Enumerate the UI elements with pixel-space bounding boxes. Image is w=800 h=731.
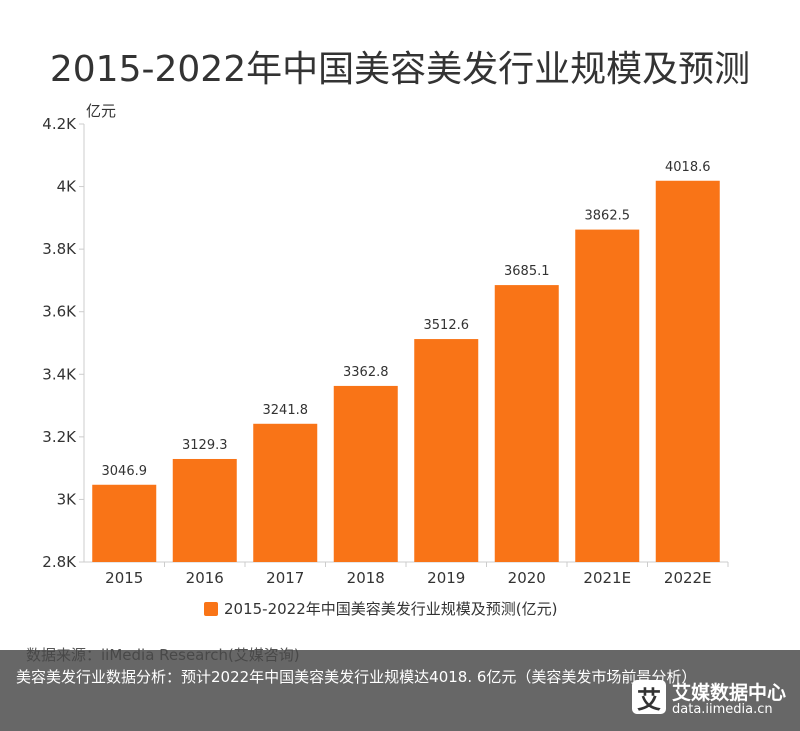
legend: 2015-2022年中国美容美发行业规模及预测(亿元) — [204, 598, 557, 619]
bar — [655, 180, 720, 562]
brand-mark-icon: 艾 — [632, 680, 666, 714]
x-tick-label: 2017 — [266, 569, 304, 587]
bar-value-label: 3362.8 — [343, 365, 389, 380]
x-tick-label: 2021E — [583, 569, 631, 587]
x-tick-label: 2016 — [186, 569, 224, 587]
y-tick-label: 4K — [57, 178, 78, 196]
bar — [333, 385, 398, 562]
bar — [575, 229, 640, 562]
bar-value-label: 3046.9 — [102, 464, 148, 479]
bar-value-label: 3685.1 — [504, 264, 550, 279]
bar — [414, 339, 479, 562]
y-axis-unit: 亿元 — [86, 102, 117, 120]
x-tick-label: 2019 — [427, 569, 465, 587]
brand-name: 艾媒数据中心 — [672, 682, 787, 704]
y-tick-label: 3.2K — [42, 428, 77, 446]
y-tick-label: 3.8K — [42, 240, 77, 258]
bar-value-label: 3129.3 — [182, 438, 228, 453]
brand-logo[interactable]: 艾 艾媒数据中心 data.iimedia.cn — [632, 678, 792, 718]
caption-banner: 美容美发行业数据分析：预计2022年中国美容美发行业规模达4018. 6亿元（美… — [0, 650, 800, 731]
bar-chart: 2.8K 3K 3.2K 3.4K 3.6K 3.8K 4K 4.2K 3046.9 2015 31… — [42, 115, 729, 587]
legend-swatch — [204, 601, 218, 616]
y-tick-label: 3.6K — [42, 303, 77, 321]
y-tick-label: 3K — [57, 490, 78, 508]
y-tick-label: 3.4K — [42, 365, 77, 383]
bar — [172, 458, 237, 562]
chart-title: 2015-2022年中国美容美发行业规模及预测 — [49, 49, 751, 90]
x-tick-label: 2015 — [105, 569, 143, 587]
bar-value-label: 3241.8 — [263, 403, 309, 418]
x-tick-label: 2020 — [508, 569, 546, 587]
bar — [92, 484, 157, 562]
bar — [494, 285, 559, 562]
y-tick-label: 2.8K — [42, 553, 77, 571]
bar-value-label: 4018.6 — [665, 160, 711, 175]
x-tick-label: 2018 — [347, 569, 385, 587]
legend-label: 2015-2022年中国美容美发行业规模及预测(亿元) — [224, 600, 558, 618]
caption-text: 美容美发行业数据分析：预计2022年中国美容美发行业规模达4018. 6亿元（美… — [16, 668, 697, 686]
x-tick-label: 2022E — [664, 569, 712, 587]
bar — [253, 423, 318, 562]
y-tick-label: 4.2K — [42, 115, 77, 133]
bar-value-label: 3512.6 — [424, 318, 470, 333]
brand-url: data.iimedia.cn — [672, 702, 773, 717]
bar-value-label: 3862.5 — [585, 209, 631, 224]
